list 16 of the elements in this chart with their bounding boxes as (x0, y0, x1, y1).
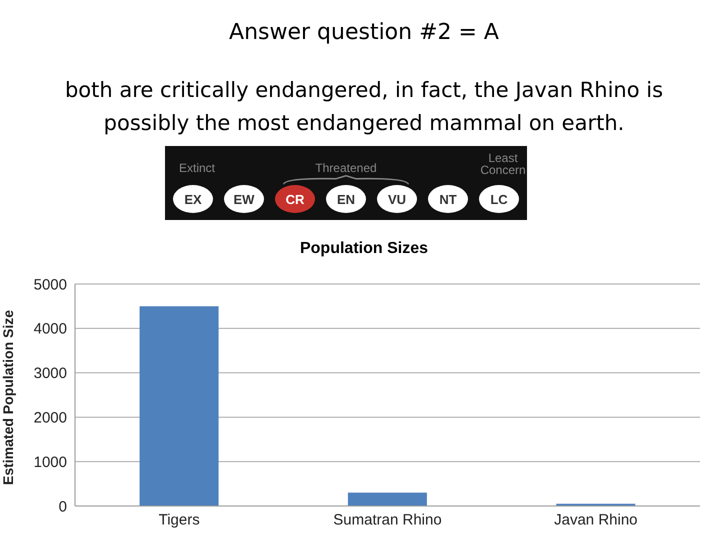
y-tick-label: 0 (58, 498, 67, 516)
x-tick-label: Tigers (158, 512, 200, 529)
y-axis-title: Estimated Population Size (0, 310, 16, 485)
bar (140, 306, 219, 506)
y-tick-label: 5000 (34, 276, 67, 294)
status-scale-graphic: Extinct Threatened Least Concern EX EW CR EN VU NT LC (165, 146, 527, 220)
text: Answer question #2 = A (228, 20, 500, 45)
chart-title: Population Sizes (298, 240, 429, 258)
x-tick-label: Sumatran Rhino (333, 512, 442, 529)
text: both are critically endangered, in fact, the Javan Rhino is possibly the most endangered mammal on earth. (64, 77, 664, 137)
y-tick-label: 3000 (34, 365, 67, 382)
y-tick-label: 2000 (34, 410, 67, 427)
y-tick-label: 1000 (34, 454, 67, 471)
y-tick-label: 4000 (34, 320, 67, 338)
x-tick-label: Javan Rhino (554, 512, 638, 529)
bar (348, 492, 427, 506)
